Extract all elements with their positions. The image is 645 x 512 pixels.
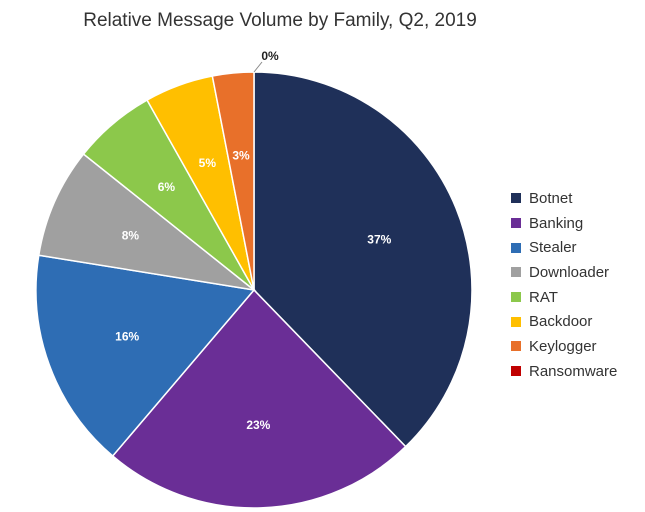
legend-item-banking: Banking — [511, 211, 617, 236]
data-label-botnet: 37% — [367, 232, 391, 246]
legend-item-downloader: Downloader — [511, 260, 617, 285]
legend-label-botnet: Botnet — [529, 189, 573, 207]
pie-slice-banking — [111, 288, 407, 509]
legend-swatch-banking — [511, 218, 521, 229]
legend-label-downloader: Downloader — [529, 263, 610, 281]
leader-line-ransomware — [253, 61, 263, 73]
legend-swatch-keylogger — [511, 341, 521, 352]
legend-item-keylogger: Keylogger — [511, 334, 617, 359]
legend-item-ransomware: Ransomware — [511, 359, 617, 384]
data-label-keylogger: 3% — [232, 148, 250, 162]
legend-label-banking: Banking — [529, 214, 584, 232]
legend-swatch-downloader — [511, 267, 521, 278]
data-label-downloader: 8% — [122, 228, 140, 242]
legend-label-ransomware: Ransomware — [529, 362, 618, 380]
legend-swatch-botnet — [511, 193, 521, 204]
legend-label-stealer: Stealer — [529, 239, 577, 257]
legend-label-rat: RAT — [529, 288, 558, 306]
legend-swatch-backdoor — [511, 316, 521, 327]
legend-item-botnet: Botnet — [511, 186, 617, 211]
legend-item-backdoor: Backdoor — [511, 309, 617, 334]
chart-legend: Botnet Banking Stealer Downloader RAT Backdoo… — [511, 186, 617, 384]
pie-slice-stealer — [35, 254, 256, 458]
pie-slice-downloader — [37, 153, 257, 292]
data-label-backdoor: 5% — [199, 156, 217, 170]
legend-swatch-ransomware — [511, 366, 521, 377]
legend-label-backdoor: Backdoor — [529, 313, 593, 331]
chart-title: Relative Message Volume by Family, Q2, 2… — [83, 10, 477, 31]
pie-slice-keylogger — [211, 71, 255, 291]
legend-item-stealer: Stealer — [511, 235, 617, 260]
data-label-stealer: 16% — [115, 330, 139, 344]
data-label-ransomware: 0% — [261, 49, 279, 63]
legend-swatch-stealer — [511, 242, 521, 253]
data-label-rat: 6% — [158, 180, 176, 194]
pie-slice-botnet — [253, 71, 473, 448]
legend-swatch-rat — [511, 292, 521, 303]
legend-label-keylogger: Keylogger — [529, 337, 597, 355]
legend-item-rat: RAT — [511, 285, 617, 310]
data-label-banking: 23% — [246, 418, 270, 432]
